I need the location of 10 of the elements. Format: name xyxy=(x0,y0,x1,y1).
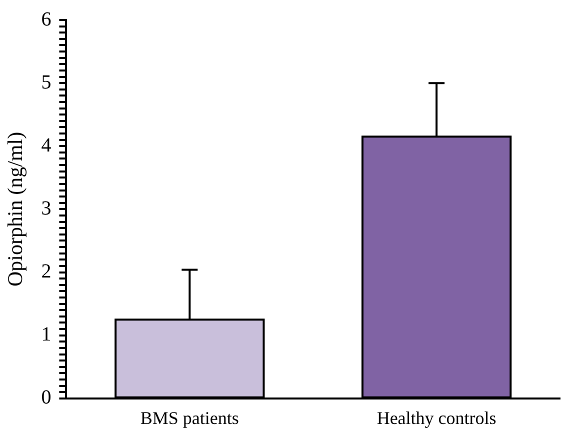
x-tick-label: Healthy controls xyxy=(376,408,496,428)
y-tick-label: 3 xyxy=(41,197,52,220)
x-tick-label: BMS patients xyxy=(140,408,239,428)
y-tick-label: 1 xyxy=(41,324,52,346)
y-tick-label: 0 xyxy=(41,386,52,409)
y-tick-label: 2 xyxy=(41,260,52,283)
y-tick-label: 5 xyxy=(41,71,52,94)
y-axis-title: Opiorphin (ng/ml) xyxy=(3,132,28,286)
y-tick-label: 4 xyxy=(41,134,52,156)
y-tick-label: 6 xyxy=(41,8,52,30)
